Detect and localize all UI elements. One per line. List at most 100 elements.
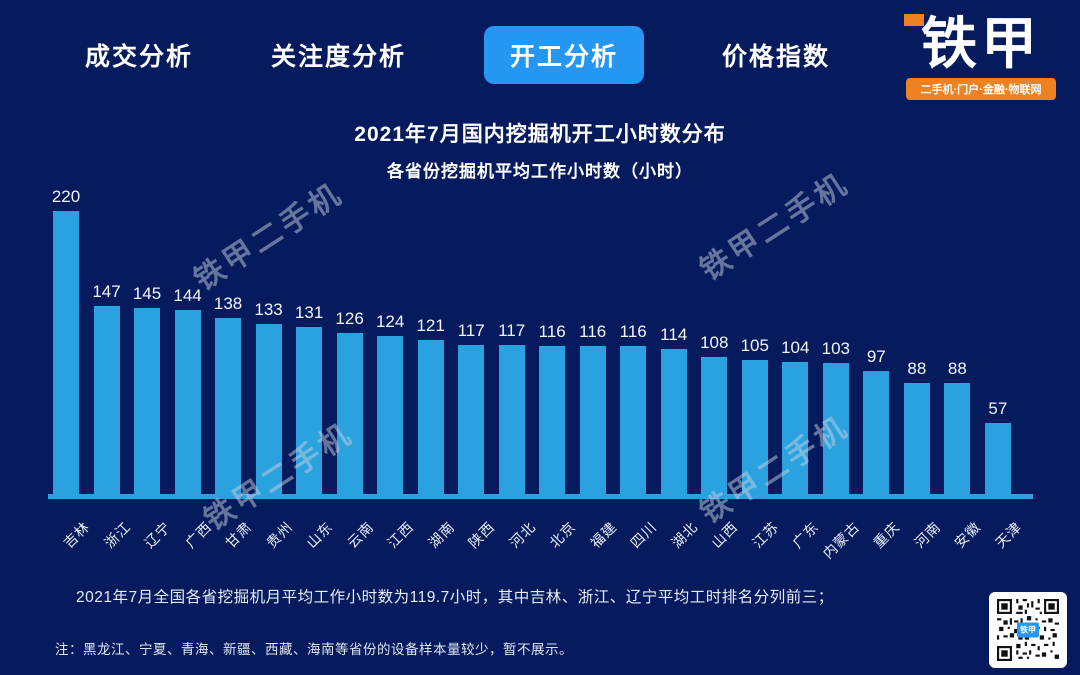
x-axis-labels: 吉林 浙江 辽宁 广西 甘肃 贵州 山东 云南 江西 湖南 陕西 河北 北京 福建 四川 湖北 山西 江苏 广东 内蒙… bbox=[52, 500, 1024, 564]
x-axis-label: 湖南 bbox=[424, 518, 458, 551]
bar-value-label: 121 bbox=[416, 316, 445, 335]
x-axis-label: 山东 bbox=[303, 518, 336, 551]
bar-云南 bbox=[336, 333, 363, 497]
bar-河南 bbox=[903, 383, 930, 497]
qr-pattern bbox=[997, 599, 1059, 661]
x-axis-label-cell: 江西 bbox=[376, 500, 417, 564]
x-axis-label: 吉林 bbox=[60, 518, 93, 551]
bar-湖北 bbox=[660, 349, 687, 497]
bar-广西 bbox=[174, 310, 201, 497]
bar-四川 bbox=[620, 346, 647, 497]
x-axis-label: 福建 bbox=[586, 518, 620, 551]
x-axis-label-cell: 北京 bbox=[538, 500, 579, 564]
bar-value-label: 97 bbox=[866, 347, 886, 366]
bars: 220 147 145 144 138 133 131 126 124 121 117 117 116 1… bbox=[52, 187, 1012, 497]
bar-column: 116 bbox=[579, 322, 607, 497]
bar-value-label: 144 bbox=[173, 286, 202, 305]
bar-column: 116 bbox=[538, 322, 566, 497]
x-axis-label: 四川 bbox=[627, 518, 660, 551]
bar-value-label: 114 bbox=[660, 325, 688, 344]
bar-value-label: 147 bbox=[92, 282, 121, 301]
x-axis-label: 浙江 bbox=[100, 518, 134, 551]
bar-湖南 bbox=[417, 340, 444, 497]
brand-name: 铁甲 bbox=[904, 12, 1056, 76]
x-axis-label: 河南 bbox=[911, 518, 944, 551]
tab-price-index[interactable]: 价格指数 bbox=[722, 43, 831, 71]
bar-column: 117 bbox=[457, 321, 485, 497]
bar-河北 bbox=[498, 345, 525, 497]
qr-code: 铁甲 bbox=[989, 592, 1067, 668]
x-axis-label: 湖北 bbox=[667, 518, 701, 551]
x-axis-label: 广西 bbox=[181, 518, 215, 551]
bar-value-label: 88 bbox=[947, 359, 967, 378]
title-block: 2021年7月国内挖掘机开工小时数分布 各省份挖掘机平均工作小时数（小时） bbox=[0, 118, 1080, 182]
bar-value-label: 133 bbox=[254, 300, 283, 319]
chart-subtitle: 各省份挖掘机平均工作小时数（小时） bbox=[387, 162, 693, 181]
tab-work-analysis[interactable]: 开工分析 bbox=[484, 26, 645, 84]
note-text: 注：黑龙江、宁夏、青海、新疆、西藏、海南等省份的设备样本量较少，暂不展示。 bbox=[55, 642, 573, 657]
bar-value-label: 220 bbox=[51, 187, 81, 206]
x-axis-label: 江西 bbox=[384, 518, 417, 551]
x-axis-label-cell: 甘肃 bbox=[214, 500, 255, 564]
bar-value-label: 108 bbox=[700, 333, 729, 352]
bar-column: 138 bbox=[214, 294, 242, 497]
bar-column: 124 bbox=[376, 312, 404, 497]
bar-天津 bbox=[984, 423, 1011, 497]
tab-deal-analysis[interactable]: 成交分析 bbox=[85, 43, 194, 71]
brand-tagline: 二手机·门户·金融·物联网 bbox=[906, 78, 1056, 101]
bar-辽宁 bbox=[134, 308, 161, 497]
bar-陕西 bbox=[458, 345, 485, 497]
bar-column: 108 bbox=[700, 333, 728, 497]
bar-内蒙古 bbox=[822, 363, 849, 497]
x-axis-label: 贵州 bbox=[262, 518, 296, 551]
bar-甘肃 bbox=[215, 318, 242, 497]
bar-column: 103 bbox=[822, 339, 850, 497]
bar-value-label: 117 bbox=[498, 321, 526, 340]
bar-value-label: 57 bbox=[988, 399, 1008, 418]
x-axis-label: 河北 bbox=[505, 518, 539, 551]
x-axis-label: 重庆 bbox=[870, 518, 904, 551]
chart-title: 2021年7月国内挖掘机开工小时数分布 bbox=[354, 123, 726, 146]
x-axis-label: 辽宁 bbox=[141, 518, 174, 551]
bar-value-label: 116 bbox=[579, 322, 607, 341]
bar-column: 104 bbox=[781, 338, 809, 497]
tab-attention-analysis[interactable]: 关注度分析 bbox=[271, 43, 407, 71]
bar-江苏 bbox=[741, 360, 768, 497]
bar-贵州 bbox=[255, 324, 282, 497]
bar-column: 105 bbox=[741, 336, 769, 497]
bar-column: 88 bbox=[903, 359, 931, 497]
bar-value-label: 131 bbox=[294, 303, 324, 322]
bar-column: 145 bbox=[133, 284, 161, 497]
x-axis-label-cell: 河南 bbox=[903, 500, 944, 564]
x-axis-label-cell: 辽宁 bbox=[133, 500, 174, 564]
x-axis-label: 北京 bbox=[546, 518, 579, 551]
bar-value-label: 138 bbox=[213, 294, 243, 313]
x-axis-label-cell: 江苏 bbox=[741, 500, 782, 564]
x-axis-label-cell: 云南 bbox=[336, 500, 377, 564]
x-axis-label-cell: 福建 bbox=[579, 500, 620, 564]
brand-logo: 铁甲 二手机·门户·金融·物联网 bbox=[904, 12, 1056, 101]
summary-text: 2021年7月全国各省挖掘机月平均工作小时数为119.7小时，其中吉林、浙江、辽… bbox=[76, 589, 834, 606]
bar-广东 bbox=[782, 362, 809, 497]
top-nav: 成交分析 关注度分析 开工分析 价格指数 bbox=[0, 0, 1080, 110]
bar-column: 131 bbox=[295, 303, 323, 497]
x-axis-line bbox=[48, 494, 1033, 499]
bar-column: 147 bbox=[92, 282, 121, 497]
qr-center-badge: 铁甲 bbox=[1017, 622, 1039, 638]
bar-value-label: 105 bbox=[740, 336, 769, 355]
bar-value-label: 104 bbox=[781, 338, 810, 357]
x-axis-label: 安徽 bbox=[951, 518, 985, 551]
x-axis-label-cell: 内蒙古 bbox=[819, 500, 862, 564]
bar-column: 116 bbox=[619, 322, 647, 497]
bar-column: 220 bbox=[52, 187, 80, 497]
bar-山东 bbox=[296, 327, 323, 497]
bar-value-label: 103 bbox=[821, 339, 850, 358]
bar-浙江 bbox=[93, 306, 120, 497]
bar-江西 bbox=[377, 336, 404, 497]
bar-column: 117 bbox=[498, 321, 526, 497]
bar-value-label: 145 bbox=[132, 284, 162, 303]
bar-山西 bbox=[701, 357, 728, 497]
x-axis-label: 江苏 bbox=[748, 518, 782, 551]
bar-福建 bbox=[579, 346, 606, 497]
bar-value-label: 88 bbox=[907, 359, 927, 378]
